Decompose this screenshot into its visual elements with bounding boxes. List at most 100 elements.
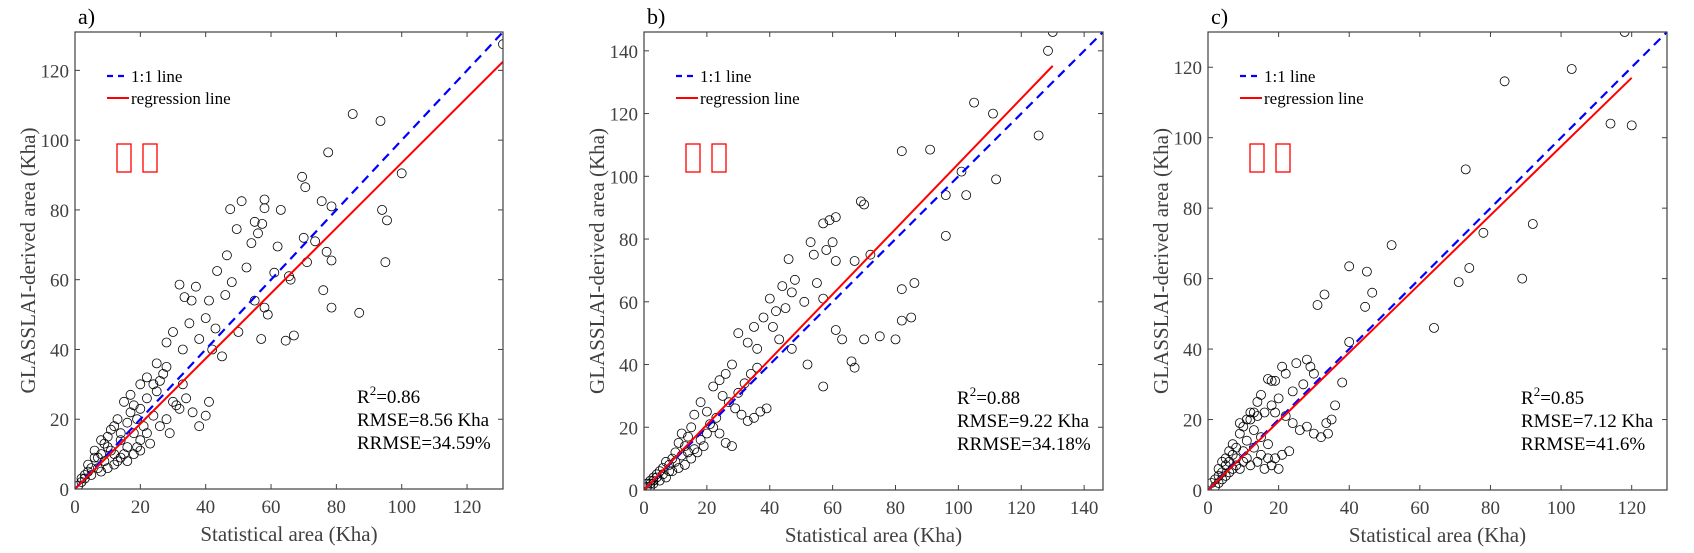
x-tick-label: 100 <box>1547 498 1576 519</box>
data-point <box>830 212 841 223</box>
data-point <box>280 335 291 346</box>
data-point <box>1249 425 1259 436</box>
data-point <box>190 281 201 292</box>
missing-glyph-box <box>1275 143 1291 173</box>
missing-glyph-annotation <box>1249 143 1291 173</box>
data-point <box>686 422 697 433</box>
x-tick-label: 60 <box>1410 498 1429 519</box>
data-point <box>231 224 242 235</box>
data-point <box>132 442 143 453</box>
data-point <box>961 190 972 201</box>
data-point <box>1305 361 1316 372</box>
data-point <box>1234 428 1245 439</box>
data-point <box>736 409 747 420</box>
data-point <box>1478 227 1489 238</box>
data-point <box>849 256 860 266</box>
x-axis-title: Statistical area (Kha) <box>785 523 962 547</box>
legend-regression-label: regression line <box>1264 89 1364 108</box>
data-point <box>200 410 211 421</box>
data-point <box>109 459 120 470</box>
data-point <box>275 204 286 215</box>
y-tick-label: 120 <box>610 105 639 126</box>
data-point <box>830 325 841 335</box>
data-point <box>689 444 700 455</box>
data-point <box>1316 432 1326 443</box>
data-point <box>1619 32 1630 37</box>
legend-one-to-one-label: 1:1 line <box>700 67 751 86</box>
data-point <box>119 396 129 407</box>
data-point <box>1234 418 1245 429</box>
r-squared-text: R2=0.86 <box>357 383 420 408</box>
data-point <box>837 334 847 345</box>
data-point <box>739 378 750 389</box>
y-tick-label: 20 <box>1183 411 1202 432</box>
data-point <box>89 445 100 456</box>
legend: 1:1 line regression line <box>676 67 800 108</box>
x-tick-label: 40 <box>196 497 215 518</box>
data-point <box>151 386 162 397</box>
data-point <box>225 204 236 215</box>
data-point <box>179 292 190 303</box>
data-point <box>93 452 103 463</box>
data-point <box>849 362 860 373</box>
data-point <box>808 249 819 260</box>
data-point <box>106 445 116 456</box>
data-point <box>115 452 126 463</box>
data-point <box>1234 463 1245 474</box>
data-point <box>128 428 139 439</box>
y-tick-label: 0 <box>1193 481 1203 502</box>
data-point <box>1047 32 1058 37</box>
data-point <box>115 428 126 439</box>
data-point <box>1252 411 1263 421</box>
data-point <box>1566 64 1577 74</box>
data-point <box>141 393 152 404</box>
data-point <box>316 196 327 207</box>
x-tick-label: 120 <box>1007 498 1036 519</box>
data-point <box>644 482 652 490</box>
data-point <box>925 144 935 155</box>
data-point <box>125 389 136 400</box>
data-point <box>119 449 129 460</box>
data-point <box>664 459 675 470</box>
x-tick-label: 60 <box>823 498 842 519</box>
data-point <box>705 419 715 430</box>
data-point <box>326 255 337 266</box>
data-point <box>1231 442 1242 453</box>
data-point <box>790 274 800 285</box>
y-tick-label: 140 <box>610 42 639 63</box>
data-point <box>151 358 162 369</box>
data-point <box>1344 261 1355 272</box>
y-tick-label: 100 <box>1174 129 1203 150</box>
data-point <box>96 435 106 446</box>
y-tick-label: 60 <box>619 293 638 314</box>
data-point <box>714 428 725 439</box>
data-point <box>246 238 257 249</box>
data-point <box>168 396 178 407</box>
data-point <box>259 302 270 313</box>
x-tick-label: 20 <box>1269 498 1288 519</box>
data-point <box>377 204 388 215</box>
data-point <box>651 472 662 483</box>
data-point <box>783 254 794 265</box>
data-point <box>698 441 709 452</box>
data-point <box>1294 425 1305 436</box>
missing-glyph-annotation <box>116 143 158 173</box>
data-point <box>1273 393 1284 404</box>
data-point <box>272 241 283 252</box>
data-point <box>1309 368 1319 379</box>
data-point <box>1429 322 1439 333</box>
data-point <box>1252 396 1263 407</box>
data-point <box>1517 273 1528 284</box>
data-point <box>174 403 185 414</box>
data-point <box>89 452 100 463</box>
data-point <box>375 116 386 126</box>
data-point <box>1227 439 1238 450</box>
data-point <box>786 287 797 298</box>
data-point <box>135 403 146 414</box>
data-point <box>1284 446 1295 457</box>
data-point <box>1302 354 1312 365</box>
legend-regression-label: regression line <box>700 89 800 108</box>
regression-line <box>75 60 503 489</box>
one-to-one-line <box>1208 32 1667 490</box>
